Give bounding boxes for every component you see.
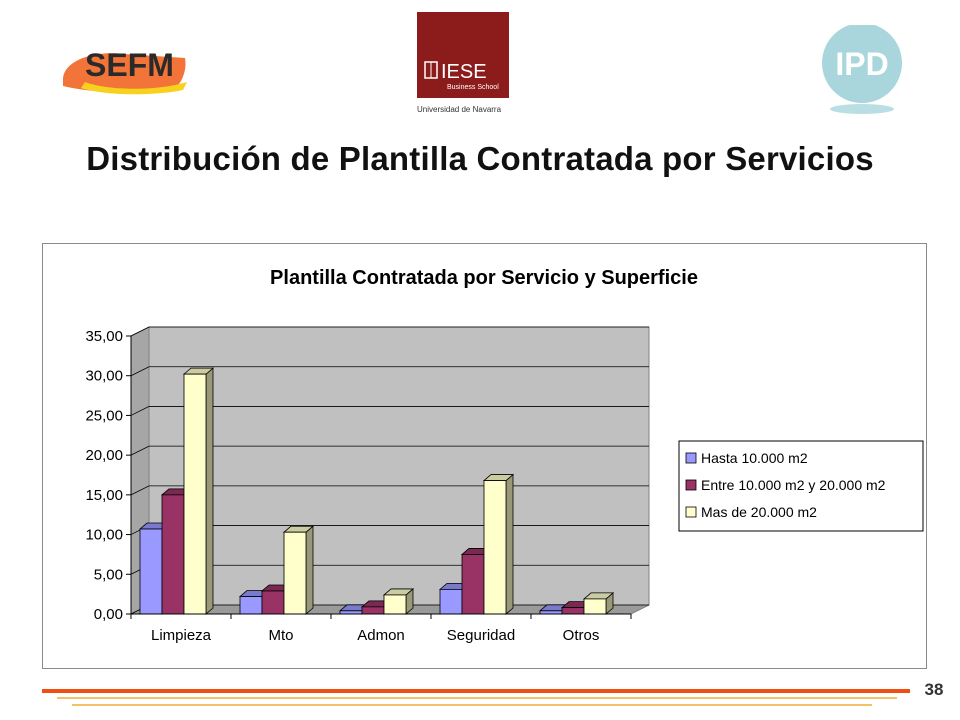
bar	[182, 367, 215, 615]
x-tick-label: Limpieza	[151, 627, 212, 644]
footer-decoration	[42, 689, 910, 706]
y-tick-label: 25,00	[85, 407, 123, 424]
x-tick-label: Otros	[563, 627, 600, 644]
y-tick-label: 0,00	[94, 606, 123, 623]
bar-front	[183, 373, 207, 615]
bar-side	[205, 367, 214, 615]
y-gridline	[130, 326, 649, 337]
bar-front	[583, 598, 607, 615]
x-tick-label: Seguridad	[447, 627, 515, 644]
plot-back-wall	[148, 326, 650, 606]
bar-front	[383, 594, 407, 615]
iese-logo-subtitle: Business School	[447, 84, 499, 91]
y-gridline	[130, 366, 649, 377]
bar-front	[483, 480, 507, 615]
bar-front	[461, 554, 485, 615]
legend-swatch	[685, 506, 697, 518]
bar-chart: 0,00 5,00 10,00 15,00 20,00 25,00 30,00 35,00 Li…	[85, 267, 924, 644]
slide-title: Distribución de Plantilla Contratada por…	[86, 140, 874, 177]
y-gridline	[130, 445, 649, 456]
bar	[482, 473, 515, 615]
bar-front	[239, 596, 263, 615]
y-tick-label: 20,00	[85, 447, 123, 464]
iese-logo: IESE Business School Universidad de Nava…	[417, 12, 509, 114]
bar-front	[361, 606, 385, 615]
sefm-logo-text: SEFM	[85, 47, 174, 83]
bar-front	[283, 531, 307, 615]
x-tick-label: Admon	[357, 627, 405, 644]
y-tick-label: 5,00	[94, 566, 123, 583]
page-number: 38	[924, 680, 944, 699]
chart-frame: 0,00 5,00 10,00 15,00 20,00 25,00 30,00 35,00 Li…	[42, 243, 927, 669]
ipd-logo: IPD	[822, 25, 902, 114]
x-tick-label: Mto	[268, 627, 293, 644]
y-gridline	[130, 485, 649, 496]
bar-side	[505, 473, 514, 615]
bar-side	[305, 525, 314, 615]
legend-swatch	[685, 452, 697, 464]
bar-front	[161, 494, 185, 615]
legend-label: Hasta 10.000 m2	[701, 450, 808, 466]
y-tick-label: 10,00	[85, 527, 123, 544]
ipd-logo-text: IPD	[835, 46, 888, 82]
legend-box	[678, 440, 924, 532]
bar	[582, 592, 615, 615]
bar-front	[439, 588, 463, 615]
bar	[282, 525, 315, 615]
iese-logo-university: Universidad de Navarra	[417, 105, 502, 114]
bar-front	[261, 590, 285, 615]
y-tick-label: 15,00	[85, 487, 123, 504]
bar-front	[561, 607, 585, 615]
chart-title: Plantilla Contratada por Servicio y Supe…	[270, 267, 698, 289]
legend-label: Entre 10.000 m2 y 20.000 m2	[701, 477, 886, 493]
legend-swatch	[685, 479, 697, 491]
y-gridline	[130, 406, 649, 416]
bar	[382, 588, 415, 615]
y-tick-label: 35,00	[85, 328, 123, 345]
bar-front	[139, 528, 163, 615]
iese-logo-text: IESE	[441, 61, 487, 83]
sefm-logo: SEFM	[63, 47, 187, 95]
legend-label: Mas de 20.000 m2	[701, 504, 817, 520]
y-tick-label: 30,00	[85, 368, 123, 385]
